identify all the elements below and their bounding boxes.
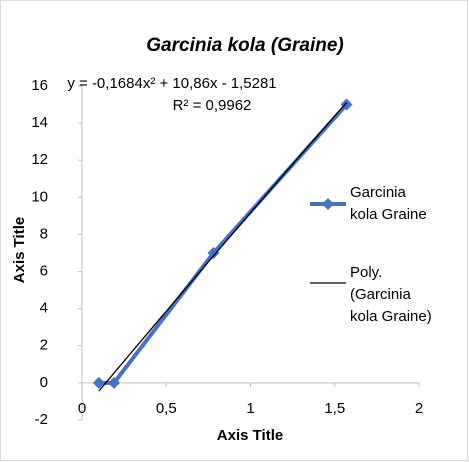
trendline-equation: y = -0,1684x² + 10,86x - 1,5281 xyxy=(67,75,276,92)
y-tick-label: 8 xyxy=(40,225,48,242)
y-tick-label: 6 xyxy=(40,263,48,280)
y-tick-label: 2 xyxy=(40,337,48,354)
legend-label: Poly. (Garcinia kola Graine) xyxy=(350,264,432,325)
y-tick-label: 0 xyxy=(40,374,48,391)
data-point xyxy=(108,376,121,389)
data-point xyxy=(92,376,105,389)
chart-title: Garcinia kola (Graine) xyxy=(146,35,343,56)
y-tick-label: 12 xyxy=(31,151,48,168)
x-tick-label: 0,5 xyxy=(156,400,177,417)
legend-label: Garcinia kola Graine xyxy=(350,184,427,223)
y-axis-title: Axis Title xyxy=(11,217,28,283)
y-tick-label: 10 xyxy=(31,188,48,205)
y-tick-label: -2 xyxy=(35,411,48,428)
data-point xyxy=(207,247,220,259)
x-axis-title: Axis Title xyxy=(217,427,283,444)
y-tick-label: 16 xyxy=(31,77,48,94)
x-tick-label: 0 xyxy=(78,400,86,417)
data-point xyxy=(340,98,353,111)
x-tick-label: 1,5 xyxy=(324,400,345,417)
y-tick-label: 4 xyxy=(40,300,48,317)
y-tick-label: 14 xyxy=(31,114,48,131)
x-tick-label: 1 xyxy=(246,400,254,417)
x-tick-label: 2 xyxy=(415,400,423,417)
legend-marker xyxy=(322,198,334,210)
trendline xyxy=(98,102,348,392)
trendline-r2: R² = 0,9962 xyxy=(173,97,252,114)
